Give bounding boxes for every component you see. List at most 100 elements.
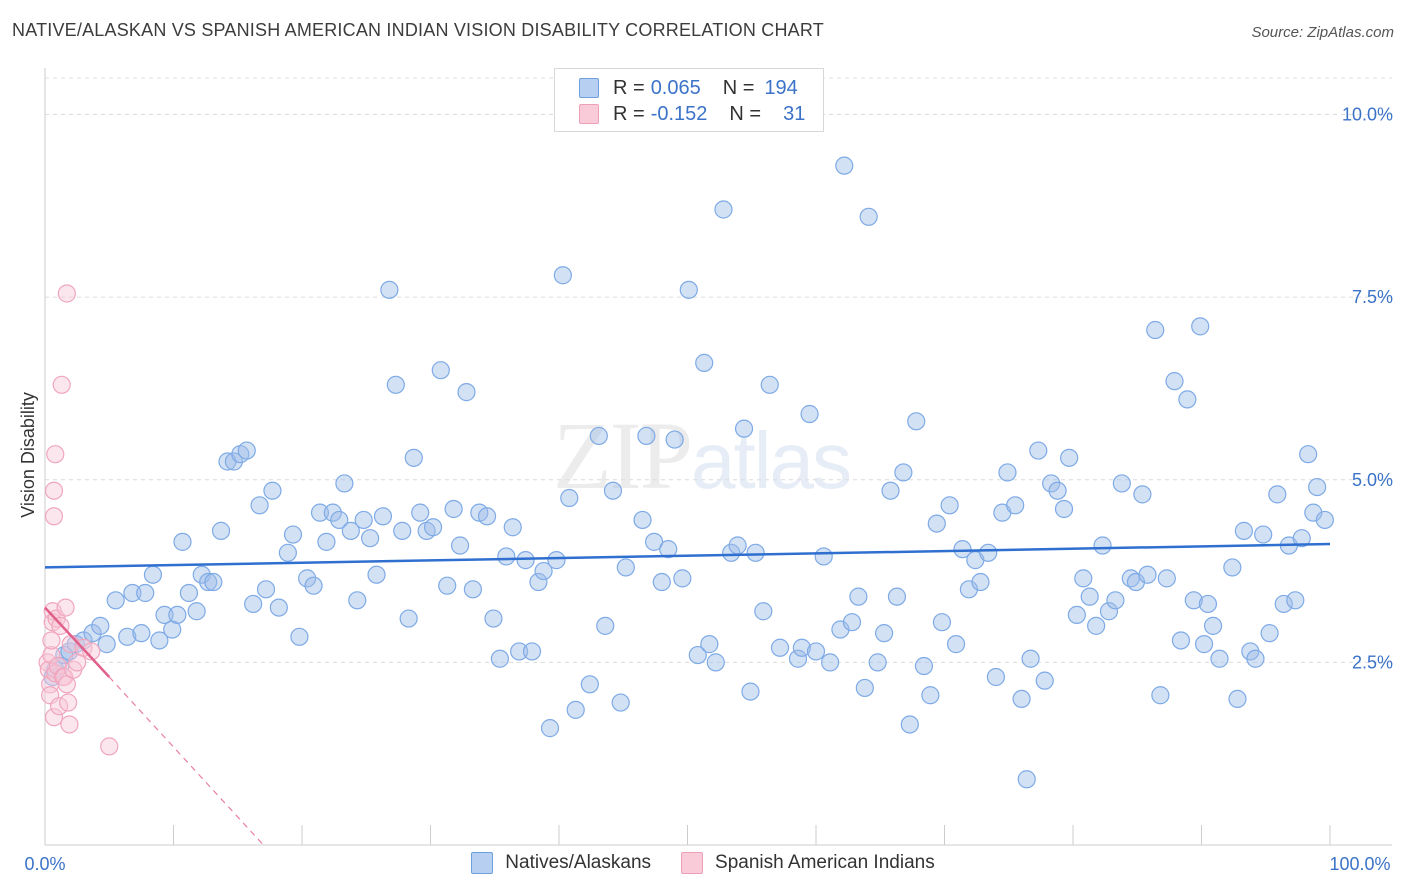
natives-point [173, 532, 192, 551]
natives-point [1203, 616, 1223, 635]
natives-point [907, 412, 926, 431]
natives-point [256, 580, 276, 599]
natives-point [431, 361, 450, 380]
series-swatch-natives [471, 852, 494, 874]
natives-point [611, 693, 630, 712]
natives-point [560, 488, 579, 508]
x-tick-label: 100.0% [1329, 854, 1390, 874]
natives-point [1299, 445, 1318, 464]
natives-point [1074, 569, 1093, 588]
legend-swatch-spanish [579, 104, 599, 124]
natives-point [477, 507, 497, 526]
natives-point [1228, 689, 1247, 709]
natives-point [341, 521, 360, 540]
natives-point [637, 426, 656, 446]
natives-point [652, 572, 671, 592]
natives-point [510, 642, 529, 661]
y-tick-label: 10.0% [1342, 105, 1393, 125]
natives-point [503, 518, 522, 537]
natives-point [187, 602, 206, 621]
natives-point [932, 613, 952, 632]
spanish-point [44, 481, 64, 500]
natives-point [304, 576, 323, 595]
natives-point [1093, 536, 1112, 555]
natives-point [1035, 671, 1054, 690]
spanish-point [42, 631, 61, 650]
natives-point [83, 624, 102, 643]
natives-point [540, 719, 560, 738]
natives-point [940, 496, 959, 515]
natives-point [516, 551, 535, 570]
natives-point [168, 605, 187, 625]
natives-point [633, 510, 652, 530]
spanish-point [82, 642, 101, 661]
natives-point [788, 649, 808, 668]
natives-point [106, 591, 125, 610]
spanish-point [42, 645, 61, 665]
natives-point [250, 496, 269, 515]
natives-point [199, 572, 218, 592]
natives-point [278, 543, 297, 562]
natives-point [1087, 616, 1106, 635]
natives-point [998, 463, 1017, 482]
natives-point [946, 635, 966, 654]
natives-point [123, 583, 142, 603]
natives-point [457, 383, 476, 402]
natives-point [411, 503, 430, 522]
natives-point [589, 426, 608, 446]
natives-point [1260, 624, 1279, 643]
natives-point [800, 404, 819, 424]
natives-point [132, 624, 151, 643]
chart-source: Source: ZipAtlas.com [1251, 24, 1394, 41]
natives-point [1210, 649, 1229, 668]
natives-point [244, 594, 263, 614]
watermark-zip: ZIP [553, 402, 693, 509]
natives-point [1099, 602, 1119, 621]
watermark-atlas: atlas [691, 416, 852, 505]
legend-n-label: N = [729, 102, 762, 125]
natives-point [673, 569, 692, 588]
natives-point [1234, 521, 1254, 540]
natives-point [746, 543, 765, 562]
natives-point [1133, 485, 1152, 504]
spanish-point [59, 693, 78, 712]
natives-point [393, 521, 412, 540]
natives-point [1146, 320, 1165, 340]
spanish-trend-extension [108, 676, 264, 846]
natives-point [700, 635, 719, 654]
natives-point [1157, 569, 1176, 588]
series-legend: Natives/Alaskans Spanish American Indian… [0, 852, 1406, 874]
watermark: ZIPatlas [553, 400, 852, 511]
natives-point [835, 156, 854, 175]
natives-point [734, 419, 754, 438]
natives-point [792, 638, 811, 657]
legend-swatch-natives [579, 78, 599, 98]
spanish-trend-line [44, 606, 111, 678]
natives-point [1191, 317, 1210, 336]
natives-point [695, 353, 714, 372]
natives-point [806, 642, 826, 661]
natives-point [97, 635, 116, 654]
spanish-point [100, 737, 119, 756]
natives-point [1151, 686, 1170, 705]
legend-r-label: R = [613, 102, 645, 125]
natives-point [1017, 770, 1036, 789]
natives-point [927, 514, 946, 533]
natives-point [1138, 565, 1157, 584]
natives-point [1048, 481, 1067, 500]
natives-point [529, 572, 548, 592]
spanish-point [44, 708, 64, 727]
natives-point [679, 280, 698, 299]
series-swatch-spanish [681, 852, 704, 874]
spanish-point [60, 715, 79, 734]
natives-point [688, 645, 707, 665]
y-axis-label: Vision Disability [18, 392, 38, 518]
natives-point [1223, 558, 1242, 577]
natives-point [1012, 689, 1031, 709]
spanish-point [57, 284, 76, 303]
natives-point [438, 576, 457, 595]
series-legend-natives: Natives/Alaskans [471, 852, 651, 874]
natives-point [463, 580, 483, 599]
natives-point [986, 667, 1006, 687]
spanish-point [48, 656, 67, 676]
